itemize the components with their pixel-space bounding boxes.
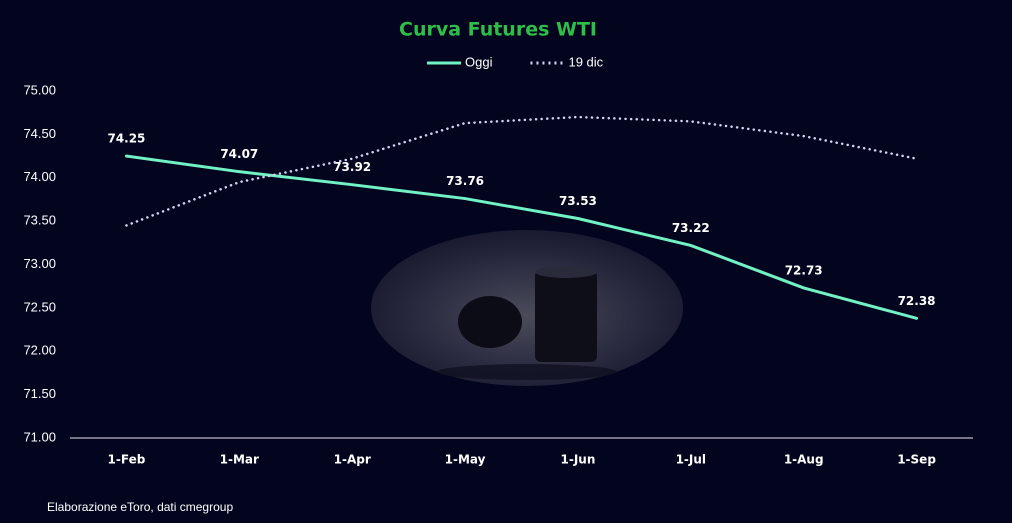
y-tick-label: 71.00	[23, 429, 56, 444]
y-tick-label: 72.50	[23, 299, 56, 314]
y-tick-label: 71.50	[23, 386, 56, 401]
x-tick-label: 1-May	[445, 453, 486, 467]
data-label: 73.22	[672, 221, 710, 235]
legend: Oggi 19 dic	[427, 54, 604, 69]
x-tick-label: 1-Sep	[897, 453, 936, 467]
background-image	[371, 230, 683, 386]
series-line	[124, 154, 919, 320]
y-tick-label: 74.50	[23, 126, 56, 141]
y-tick-label: 72.00	[23, 343, 56, 358]
y-tick-label: 73.00	[23, 256, 56, 271]
series-line	[125, 115, 918, 227]
x-tick-label: 1-Apr	[334, 453, 371, 467]
legend-label: Oggi	[465, 54, 493, 69]
data-label: 73.92	[333, 160, 371, 174]
data-label: 73.53	[559, 194, 597, 208]
data-label: 74.25	[107, 132, 145, 146]
chart-title: Curva Futures WTI	[399, 19, 597, 41]
x-tick-label: 1-Jun	[560, 453, 595, 467]
x-tick-label: 1-Mar	[220, 453, 259, 467]
data-label: 74.07	[220, 147, 258, 161]
source-note: Elaborazione eToro, dati cmegroup	[47, 500, 233, 514]
y-tick-label: 73.50	[23, 213, 56, 228]
y-tick-label: 74.00	[23, 169, 56, 184]
y-tick-label: 75.00	[23, 82, 56, 97]
x-tick-label: 1-Jul	[676, 453, 706, 467]
data-label: 73.76	[446, 174, 484, 188]
x-tick-label: 1-Aug	[784, 453, 824, 467]
data-label: 72.38	[898, 294, 936, 308]
x-tick-label: 1-Feb	[108, 453, 146, 467]
data-label: 72.73	[785, 263, 823, 277]
legend-label: 19 dic	[568, 54, 603, 69]
